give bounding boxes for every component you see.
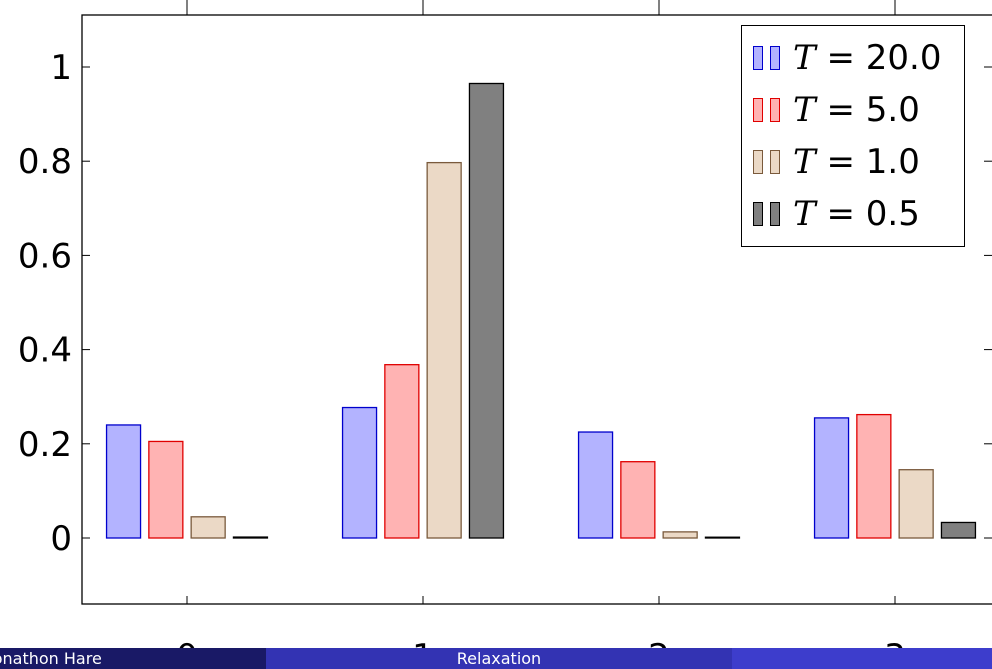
legend-label-t20: T = 20.0	[793, 38, 942, 78]
bar	[232, 536, 269, 539]
bar	[704, 536, 741, 539]
legend-swatch-t20-b	[770, 46, 780, 70]
legend-label-t5: T = 5.0	[793, 90, 920, 130]
bar	[898, 469, 934, 539]
y-tick-labels: 0 0.2 0.4 0.6 0.8 1	[18, 48, 72, 559]
legend-swatch-t20	[753, 46, 763, 70]
bar	[426, 161, 462, 539]
legend-label-t1: T = 1.0	[793, 142, 920, 182]
y-tick-label: 0.6	[18, 236, 72, 276]
bar	[105, 424, 142, 539]
bar	[620, 461, 656, 539]
footer-bar: Jonathon Hare Relaxation	[0, 648, 992, 669]
plot-frame	[81, 14, 992, 605]
bar	[577, 431, 614, 539]
y-tick-label: 1	[50, 48, 72, 88]
bar	[813, 417, 850, 539]
legend: T = 20.0 T = 5.0 T = 1.0 T = 0.5	[741, 25, 965, 247]
y-tick-label: 0	[50, 519, 72, 559]
footer-right-panel	[732, 648, 992, 669]
legend-entry-t05: T = 0.5	[753, 188, 964, 240]
legend-swatch-t5-b	[770, 98, 780, 122]
axis-ticks	[82, 0, 992, 604]
bar	[856, 413, 892, 539]
legend-entry-t20: T = 20.0	[753, 32, 964, 84]
legend-entry-t5: T = 5.0	[753, 84, 964, 136]
legend-entry-t1: T = 1.0	[753, 136, 964, 188]
bar	[148, 440, 184, 539]
bars	[105, 82, 977, 539]
bar	[662, 531, 698, 539]
legend-swatch-t1	[753, 150, 763, 174]
y-tick-label: 0.8	[18, 142, 72, 182]
y-tick-label: 0.2	[18, 425, 72, 465]
bar	[190, 516, 226, 539]
legend-swatch-t5	[753, 98, 763, 122]
legend-swatch-t05-b	[770, 202, 780, 226]
legend-swatch-t05	[753, 202, 763, 226]
footer-title: Relaxation	[266, 648, 732, 669]
y-tick-label: 0.4	[18, 331, 72, 371]
bar	[468, 82, 505, 539]
bar	[384, 364, 420, 539]
bar	[341, 406, 378, 539]
bar	[940, 521, 977, 539]
legend-label-t05: T = 0.5	[793, 194, 920, 234]
footer-author: Jonathon Hare	[0, 648, 266, 669]
legend-swatch-t1-b	[770, 150, 780, 174]
